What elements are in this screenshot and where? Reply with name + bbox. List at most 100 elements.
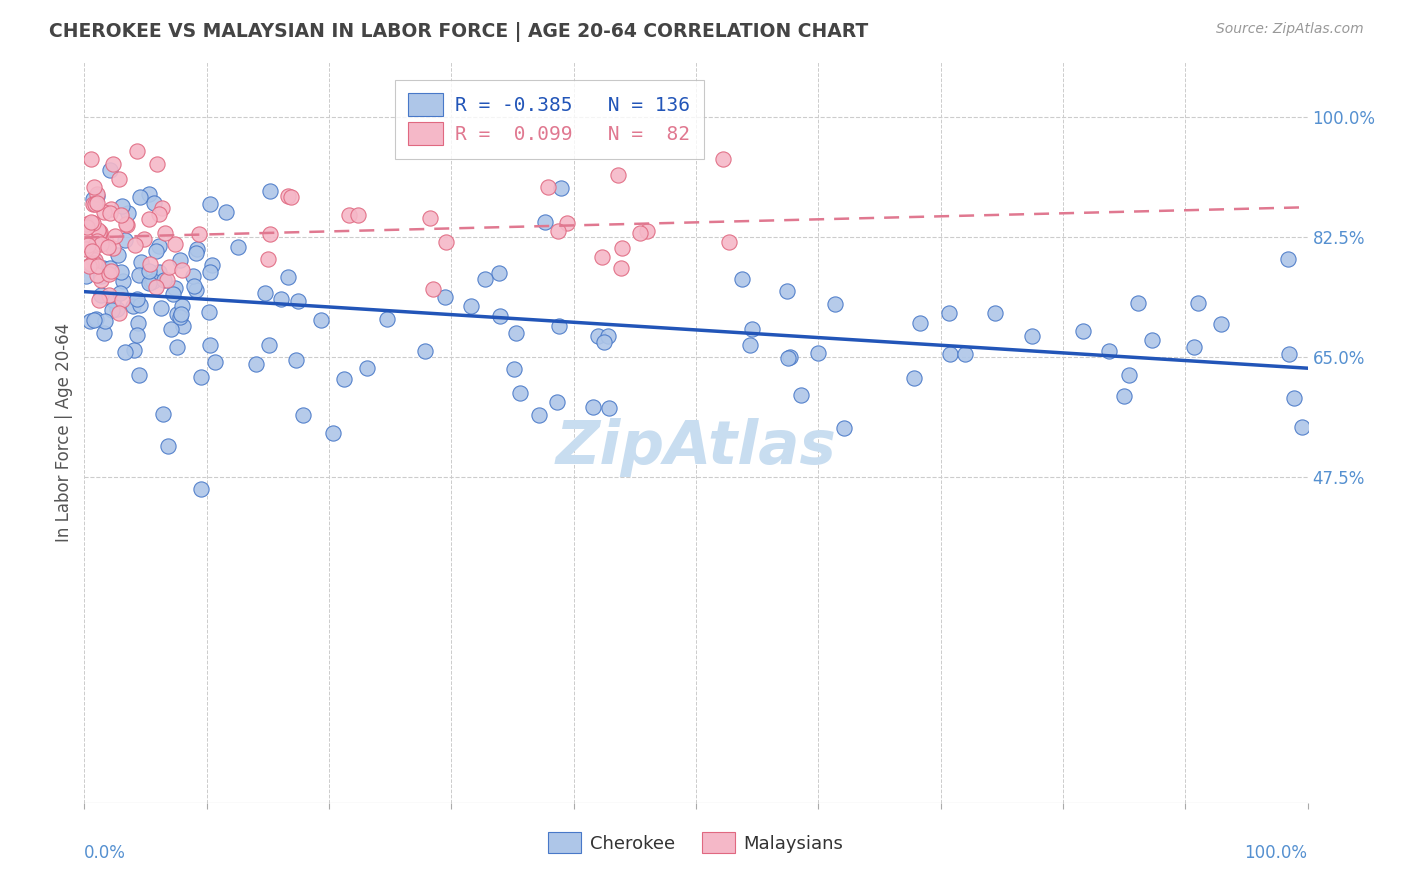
Point — [1277, 347, 1299, 361]
Point — [1182, 340, 1205, 354]
Text: 100.0%: 100.0% — [1244, 844, 1308, 862]
Point — [100, 264, 122, 278]
Point — [111, 199, 134, 213]
Point — [90, 273, 112, 287]
Point — [474, 272, 496, 286]
Point — [548, 318, 571, 333]
Point — [101, 156, 124, 170]
Point — [226, 240, 249, 254]
Point — [93, 205, 115, 219]
Point — [1187, 295, 1209, 310]
Point — [100, 202, 122, 217]
Point — [86, 235, 108, 250]
Legend: Cherokee, Malaysians: Cherokee, Malaysians — [541, 825, 851, 861]
Point — [107, 248, 129, 262]
Point — [419, 211, 441, 226]
Point — [139, 276, 162, 290]
Point — [87, 226, 110, 240]
Point — [91, 261, 114, 276]
Point — [89, 293, 111, 308]
Point — [591, 250, 613, 264]
Point — [333, 372, 356, 386]
Point — [287, 294, 309, 309]
Point — [129, 255, 152, 269]
Point — [1112, 388, 1135, 402]
Point — [204, 355, 226, 369]
Point — [257, 338, 280, 352]
Point — [254, 286, 277, 301]
Point — [76, 220, 98, 235]
Point — [138, 212, 160, 227]
Point — [75, 242, 97, 256]
Point — [1209, 317, 1232, 331]
Y-axis label: In Labor Force | Age 20-64: In Labor Force | Age 20-64 — [55, 323, 73, 542]
Point — [82, 216, 104, 230]
Point — [82, 197, 104, 211]
Point — [172, 319, 194, 334]
Point — [546, 395, 568, 409]
Point — [598, 328, 620, 343]
Point — [984, 306, 1007, 320]
Point — [903, 371, 925, 385]
Point — [169, 310, 191, 324]
Point — [79, 313, 101, 327]
Point — [159, 322, 181, 336]
Point — [148, 265, 170, 279]
Point — [181, 268, 204, 283]
Point — [150, 301, 173, 316]
Point — [111, 274, 134, 288]
Point — [245, 357, 267, 371]
Point — [163, 281, 186, 295]
Point — [156, 272, 179, 286]
Point — [125, 292, 148, 306]
Point — [82, 192, 104, 206]
Point — [89, 225, 111, 239]
Point — [214, 205, 236, 219]
Point — [86, 237, 108, 252]
Point — [98, 261, 121, 276]
Point — [153, 273, 176, 287]
Point — [285, 353, 308, 368]
Point — [86, 187, 108, 202]
Point — [108, 171, 131, 186]
Point — [1071, 324, 1094, 338]
Point — [86, 268, 108, 282]
Point — [87, 223, 110, 237]
Point — [198, 265, 221, 279]
Point — [75, 268, 97, 283]
Point — [270, 292, 292, 306]
Text: CHEROKEE VS MALAYSIAN IN LABOR FORCE | AGE 20-64 CORRELATION CHART: CHEROKEE VS MALAYSIAN IN LABOR FORCE | A… — [49, 22, 869, 42]
Point — [80, 214, 103, 228]
Point — [80, 153, 103, 167]
Point — [83, 252, 105, 267]
Point — [157, 260, 180, 274]
Text: 0.0%: 0.0% — [84, 844, 127, 862]
Point — [146, 156, 169, 170]
Point — [163, 236, 186, 251]
Point — [375, 312, 398, 326]
Point — [108, 286, 131, 301]
Point — [190, 370, 212, 384]
Point — [83, 256, 105, 270]
Point — [117, 219, 139, 233]
Point — [537, 179, 560, 194]
Point — [778, 351, 800, 365]
Point — [80, 244, 103, 259]
Point — [938, 347, 960, 361]
Point — [143, 195, 166, 210]
Point — [128, 298, 150, 312]
Point — [711, 152, 734, 166]
Point — [598, 401, 620, 416]
Point — [183, 278, 205, 293]
Point — [75, 229, 97, 244]
Point — [628, 227, 651, 241]
Point — [186, 243, 208, 257]
Point — [129, 190, 152, 204]
Point — [93, 326, 115, 341]
Point — [162, 287, 184, 301]
Point — [139, 257, 162, 271]
Point — [148, 207, 170, 221]
Point — [731, 272, 754, 286]
Point — [488, 266, 510, 280]
Point — [138, 187, 160, 202]
